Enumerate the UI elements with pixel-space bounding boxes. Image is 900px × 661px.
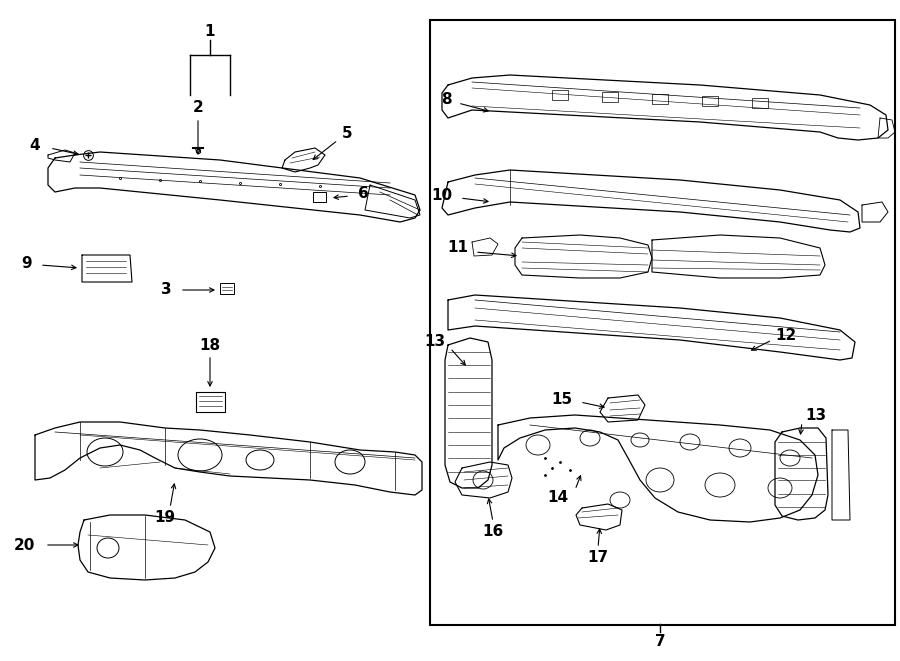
Text: 17: 17 <box>588 551 608 566</box>
Text: 3: 3 <box>161 282 172 297</box>
Bar <box>430 20 895 625</box>
Bar <box>652 94 668 104</box>
Text: 15: 15 <box>551 393 572 407</box>
Text: 13: 13 <box>805 407 826 422</box>
Text: 7: 7 <box>654 635 665 650</box>
Text: 1: 1 <box>205 24 215 40</box>
Text: 8: 8 <box>441 93 452 108</box>
Text: 20: 20 <box>14 537 35 553</box>
Text: 18: 18 <box>200 338 220 352</box>
Bar <box>602 92 618 102</box>
Bar <box>313 192 326 202</box>
Bar <box>552 90 568 100</box>
Text: 19: 19 <box>155 510 176 525</box>
Text: 13: 13 <box>424 334 445 350</box>
Bar <box>752 98 768 108</box>
Bar <box>220 283 234 294</box>
Text: 12: 12 <box>775 327 796 342</box>
Text: 6: 6 <box>358 186 369 202</box>
Text: 2: 2 <box>193 100 203 116</box>
Text: 4: 4 <box>30 137 40 153</box>
Text: 14: 14 <box>547 490 568 506</box>
Text: 9: 9 <box>22 256 32 272</box>
Bar <box>702 96 718 106</box>
Text: 5: 5 <box>342 126 353 141</box>
Text: 11: 11 <box>447 241 468 256</box>
Text: 16: 16 <box>482 524 504 539</box>
Text: 10: 10 <box>431 188 452 202</box>
